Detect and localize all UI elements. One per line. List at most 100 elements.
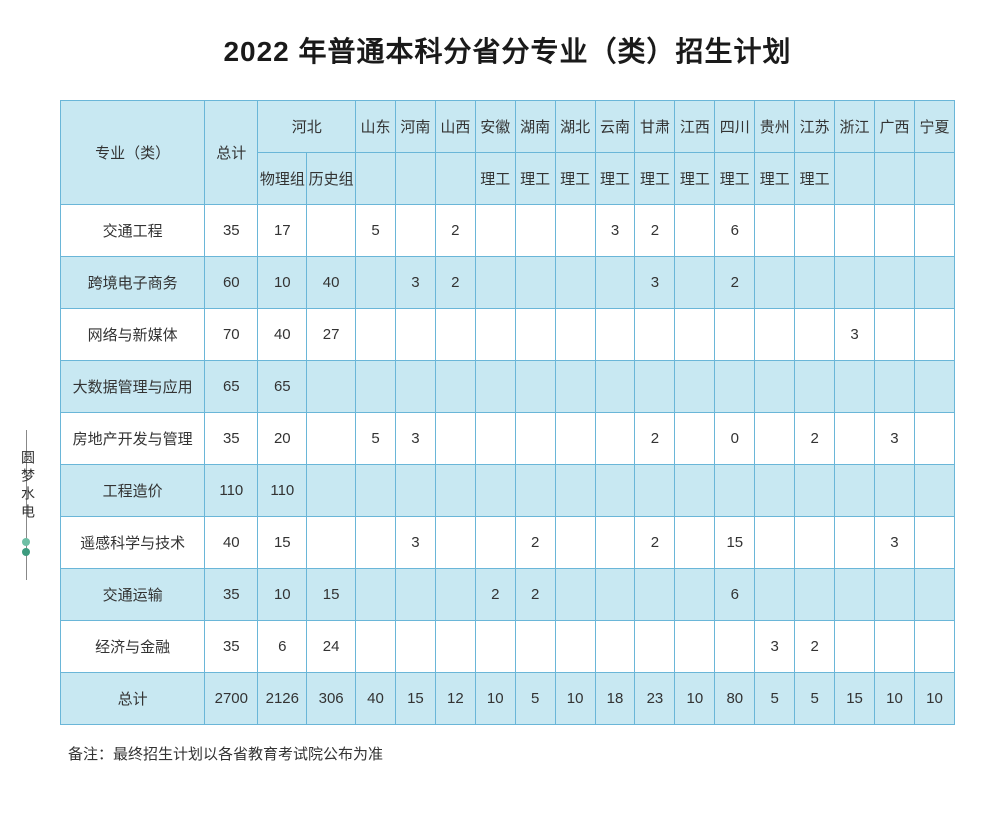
cell-value xyxy=(595,569,635,621)
cell-value xyxy=(307,465,356,517)
cell-value: 2 xyxy=(435,257,475,309)
cell-value xyxy=(835,465,875,517)
cell-major: 交通工程 xyxy=(61,205,205,257)
cell-value xyxy=(914,309,954,361)
cell-value: 10 xyxy=(475,673,515,725)
cell-value xyxy=(635,621,675,673)
cell-value: 2 xyxy=(635,517,675,569)
table-row: 经济与金融3562432 xyxy=(61,621,955,673)
cell-value xyxy=(515,621,555,673)
cell-value: 10 xyxy=(258,257,307,309)
cell-value: 2 xyxy=(475,569,515,621)
col-major-header: 专业（类） xyxy=(61,101,205,205)
cell-value: 80 xyxy=(715,673,755,725)
cell-value xyxy=(795,465,835,517)
cell-value: 70 xyxy=(205,309,258,361)
cell-value: 15 xyxy=(395,673,435,725)
page-title: 2022 年普通本科分省分专业（类）招生计划 xyxy=(60,30,955,70)
cell-value xyxy=(595,413,635,465)
col-prov-header: 云南 xyxy=(595,101,635,153)
cell-value: 35 xyxy=(205,621,258,673)
cell-value: 27 xyxy=(307,309,356,361)
cell-value: 3 xyxy=(395,413,435,465)
cell-value: 6 xyxy=(715,205,755,257)
cell-value xyxy=(914,517,954,569)
cell-value: 15 xyxy=(835,673,875,725)
enrollment-table-wrap: 专业（类） 总计 河北 山东 河南 山西 安徽 湖南 湖北 云南 甘肃 江西 四… xyxy=(60,100,955,725)
cell-value xyxy=(515,257,555,309)
cell-value xyxy=(356,517,396,569)
cell-value xyxy=(755,517,795,569)
cell-value: 5 xyxy=(755,673,795,725)
cell-value xyxy=(595,621,635,673)
cell-value: 15 xyxy=(715,517,755,569)
cell-value xyxy=(755,361,795,413)
cell-value xyxy=(635,309,675,361)
col-prov-header: 浙江 xyxy=(835,101,875,153)
cell-value xyxy=(914,569,954,621)
col-subtype-header xyxy=(356,153,396,205)
cell-value xyxy=(715,465,755,517)
cell-value xyxy=(435,413,475,465)
col-subtype-header: 理工 xyxy=(635,153,675,205)
cell-value: 5 xyxy=(795,673,835,725)
cell-value xyxy=(875,205,915,257)
col-prov-header: 宁夏 xyxy=(914,101,954,153)
cell-value xyxy=(875,257,915,309)
col-subtype-header: 理工 xyxy=(555,153,595,205)
cell-value xyxy=(835,413,875,465)
cell-value xyxy=(835,205,875,257)
col-subtype-header xyxy=(835,153,875,205)
table-header: 专业（类） 总计 河北 山东 河南 山西 安徽 湖南 湖北 云南 甘肃 江西 四… xyxy=(61,101,955,205)
cell-value xyxy=(515,205,555,257)
cell-value xyxy=(475,413,515,465)
col-prov-header: 河南 xyxy=(395,101,435,153)
cell-value: 5 xyxy=(356,413,396,465)
col-subtype-header xyxy=(435,153,475,205)
cell-value: 2 xyxy=(515,569,555,621)
cell-value: 2 xyxy=(515,517,555,569)
cell-value: 2 xyxy=(795,413,835,465)
cell-value xyxy=(475,621,515,673)
col-subtype-header: 理工 xyxy=(515,153,555,205)
cell-value xyxy=(555,569,595,621)
cell-value xyxy=(356,569,396,621)
cell-major: 房地产开发与管理 xyxy=(61,413,205,465)
cell-value: 2 xyxy=(795,621,835,673)
cell-value: 23 xyxy=(635,673,675,725)
cell-value xyxy=(307,361,356,413)
table-row: 交通工程351752326 xyxy=(61,205,955,257)
cell-value xyxy=(555,257,595,309)
col-prov-header: 安徽 xyxy=(475,101,515,153)
cell-value xyxy=(715,309,755,361)
cell-value xyxy=(715,361,755,413)
cell-value: 0 xyxy=(715,413,755,465)
cell-value xyxy=(435,569,475,621)
cell-value xyxy=(595,517,635,569)
table-row: 大数据管理与应用6565 xyxy=(61,361,955,413)
col-subtype-header: 理工 xyxy=(755,153,795,205)
cell-value xyxy=(475,517,515,569)
cell-value xyxy=(435,517,475,569)
cell-value xyxy=(635,569,675,621)
cell-value xyxy=(755,257,795,309)
cell-major: 工程造价 xyxy=(61,465,205,517)
cell-value xyxy=(555,413,595,465)
cell-value xyxy=(835,361,875,413)
cell-value xyxy=(675,309,715,361)
cell-value xyxy=(875,309,915,361)
cell-value xyxy=(795,257,835,309)
cell-value: 5 xyxy=(515,673,555,725)
col-subtype-header: 理工 xyxy=(595,153,635,205)
cell-value: 40 xyxy=(356,673,396,725)
col-prov-header: 山东 xyxy=(356,101,396,153)
cell-value: 10 xyxy=(914,673,954,725)
cell-value: 2700 xyxy=(205,673,258,725)
col-hebei-header: 河北 xyxy=(258,101,356,153)
cell-value: 2 xyxy=(635,413,675,465)
col-subtype-header: 理工 xyxy=(475,153,515,205)
cell-value xyxy=(675,621,715,673)
col-prov-header: 贵州 xyxy=(755,101,795,153)
cell-value: 40 xyxy=(258,309,307,361)
cell-value xyxy=(835,621,875,673)
